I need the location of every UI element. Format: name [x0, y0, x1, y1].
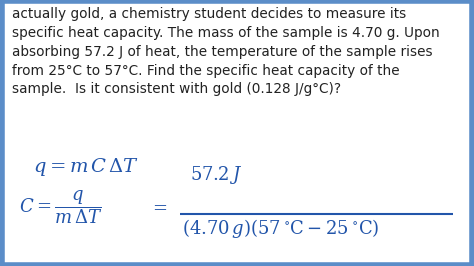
Text: $q = m\,C\,\Delta T$: $q = m\,C\,\Delta T$ — [33, 156, 139, 178]
Text: $C = \dfrac{q}{m\,\Delta T}$: $C = \dfrac{q}{m\,\Delta T}$ — [19, 189, 103, 226]
Text: $57.2\,J$: $57.2\,J$ — [190, 164, 242, 186]
Text: $=$: $=$ — [149, 198, 168, 217]
Text: actually gold, a chemistry student decides to measure its
specific heat capacity: actually gold, a chemistry student decid… — [12, 7, 439, 97]
Text: $(4.70\,g)(57\,{}^{\circ}\mathrm{C} - 25\,{}^{\circ}\mathrm{C})$: $(4.70\,g)(57\,{}^{\circ}\mathrm{C} - 25… — [182, 217, 380, 240]
